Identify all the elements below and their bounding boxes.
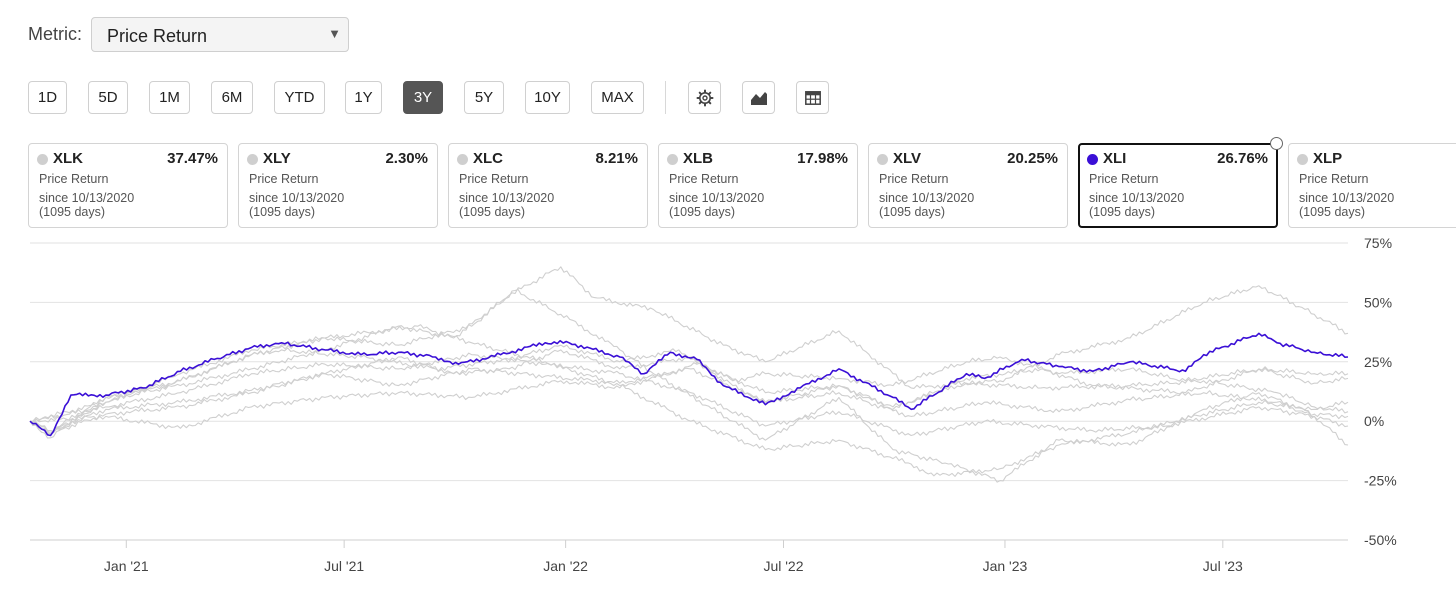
ticker-symbol: XLK (53, 150, 83, 167)
remove-card-handle[interactable] (1270, 137, 1283, 150)
chart-type-button[interactable] (742, 81, 775, 114)
ticker-since: since 10/13/2020 (1095 days) (39, 191, 135, 219)
chevron-down-icon: ▼ (328, 26, 341, 41)
y-tick-label: 0% (1364, 413, 1384, 429)
ticker-symbol: XLY (263, 150, 291, 167)
metric-dropdown-value: Price Return (107, 26, 208, 46)
ticker-symbol: XLP (1313, 150, 1343, 167)
ticker-card-xlc[interactable]: XLC 8.21% Price Return since 10/13/2020(… (448, 143, 648, 228)
series-dot (877, 154, 888, 165)
metric-dropdown[interactable]: Price Return ▼ (91, 17, 349, 52)
ticker-return: 20.25% (1007, 150, 1058, 167)
ticker-return: 17.98% (797, 150, 848, 167)
range-5d-button[interactable]: 5D (88, 81, 128, 114)
ticker-metric: Price Return (1299, 172, 1369, 186)
ticker-return: 37.47% (167, 150, 218, 167)
x-tick-label: Jan '22 (543, 558, 588, 574)
ticker-metric: Price Return (459, 172, 529, 186)
y-tick-label: -25% (1364, 473, 1397, 489)
range-1y-button[interactable]: 1Y (345, 81, 382, 114)
ticker-card-xli[interactable]: XLI 26.76% Price Return since 10/13/2020… (1078, 143, 1278, 228)
series-line-xle[interactable] (29, 367, 1349, 446)
series-dot (247, 154, 258, 165)
chart-series (29, 266, 1349, 483)
ticker-since: since 10/13/2020 (1095 days) (459, 191, 555, 219)
range-3y-button[interactable]: 3Y (403, 81, 443, 114)
series-line-xly[interactable] (29, 288, 1349, 483)
ticker-return: 2.30% (385, 150, 428, 167)
series-line-xlp[interactable] (29, 362, 1349, 430)
ticker-since: since 10/13/2020 (1095 days) (1299, 191, 1395, 219)
series-line-xlk[interactable] (29, 266, 1349, 439)
range-10y-button[interactable]: 10Y (525, 81, 570, 114)
ticker-metric: Price Return (1089, 172, 1159, 186)
ticker-card-xlv[interactable]: XLV 20.25% Price Return since 10/13/2020… (868, 143, 1068, 228)
ticker-metric: Price Return (879, 172, 949, 186)
area-chart-icon (750, 91, 767, 105)
ticker-symbol: XLI (1103, 150, 1127, 167)
series-line-xli[interactable] (29, 332, 1349, 437)
x-tick-label: Jul '22 (763, 558, 803, 574)
x-tick-label: Jul '23 (1203, 558, 1243, 574)
ticker-card-xlp[interactable]: XLP Price Return since 10/13/2020 (1095 d… (1288, 143, 1456, 228)
series-dot (37, 154, 48, 165)
range-1d-button[interactable]: 1D (28, 81, 67, 114)
x-tick-label: Jan '21 (104, 558, 149, 574)
ticker-since: since 10/13/2020 (1095 days) (1089, 191, 1185, 219)
metric-label: Metric: (28, 24, 82, 44)
x-tick-label: Jan '23 (983, 558, 1028, 574)
series-dot (667, 154, 678, 165)
series-dot (1087, 154, 1098, 165)
range-5y-button[interactable]: 5Y (464, 81, 504, 114)
ticker-symbol: XLC (473, 150, 503, 167)
y-tick-label: 50% (1364, 294, 1392, 310)
table-icon (804, 90, 821, 105)
series-line-xlf[interactable] (29, 352, 1349, 437)
ticker-metric: Price Return (669, 172, 739, 186)
y-tick-label: -50% (1364, 532, 1397, 548)
toolbar-divider (665, 81, 666, 114)
ticker-return: 26.76% (1217, 150, 1268, 167)
chart-axes: 75% 50% 25% 0% -25% -50% Jan '21 Jul '21 Jan '22… (30, 235, 1397, 574)
ticker-symbol: XLB (683, 150, 713, 167)
series-dot (457, 154, 468, 165)
y-tick-label: 25% (1364, 354, 1392, 370)
ticker-card-xlk[interactable]: XLK 37.47% Price Return since 10/13/2020… (28, 143, 228, 228)
ticker-card-xly[interactable]: XLY 2.30% Price Return since 10/13/2020(… (238, 143, 438, 228)
ticker-return: 8.21% (595, 150, 638, 167)
ticker-since: since 10/13/2020 (1095 days) (249, 191, 345, 219)
series-dot (1297, 154, 1308, 165)
range-ytd-button[interactable]: YTD (274, 81, 325, 114)
range-1m-button[interactable]: 1M (149, 81, 190, 114)
range-max-button[interactable]: MAX (591, 81, 644, 114)
ticker-metric: Price Return (249, 172, 319, 186)
gear-icon (696, 89, 713, 106)
y-tick-label: 75% (1364, 235, 1392, 251)
settings-button[interactable] (688, 81, 721, 114)
ticker-since: since 10/13/2020 (1095 days) (879, 191, 975, 219)
series-line-xlc[interactable] (29, 324, 1349, 477)
ticker-symbol: XLV (893, 150, 922, 167)
range-6m-button[interactable]: 6M (211, 81, 253, 114)
x-tick-label: Jul '21 (324, 558, 364, 574)
ticker-since: since 10/13/2020 (1095 days) (669, 191, 765, 219)
line-chart: 75% 50% 25% 0% -25% -50% Jan '21 Jul '21 Jan '22… (29, 235, 1397, 574)
table-view-button[interactable] (796, 81, 829, 114)
ticker-metric: Price Return (39, 172, 109, 186)
ticker-card-xlb[interactable]: XLB 17.98% Price Return since 10/13/2020… (658, 143, 858, 228)
ticker-cards: XLK 37.47% Price Return since 10/13/2020… (0, 143, 1456, 229)
